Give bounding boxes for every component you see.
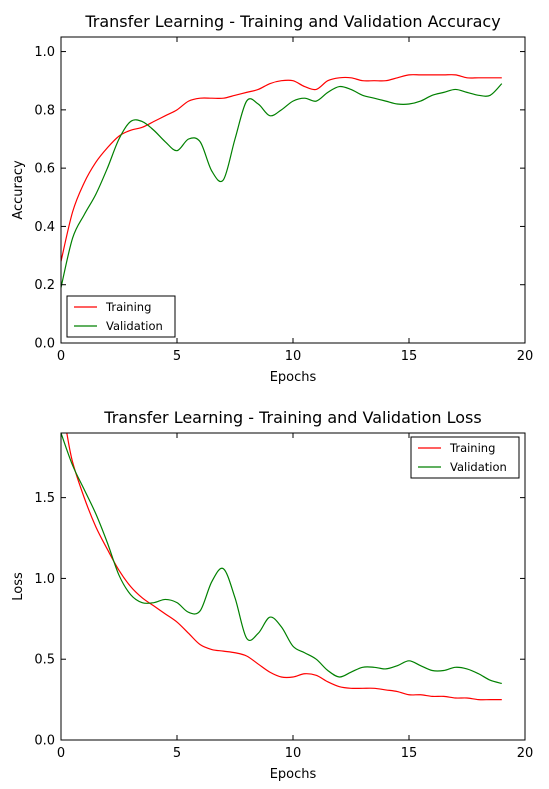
legend-label: Validation — [106, 319, 163, 333]
x-tick-label: 5 — [173, 349, 181, 364]
x-tick-label: 0 — [57, 349, 65, 364]
y-axis-label: Loss — [11, 572, 26, 601]
x-tick-label: 10 — [285, 349, 302, 364]
x-tick-label: 20 — [517, 746, 534, 761]
chart-title: Transfer Learning - Training and Validat… — [84, 12, 500, 31]
legend-label: Validation — [450, 460, 507, 474]
legend: Training Validation — [66, 295, 176, 338]
series-line-validation — [61, 83, 503, 288]
legend-label: Training — [449, 441, 495, 455]
y-tick-label: 1.5 — [34, 491, 55, 506]
y-tick-label: 1.0 — [34, 572, 55, 587]
series-line-training — [61, 74, 502, 262]
legend-label: Training — [105, 300, 151, 314]
series-line-validation — [61, 433, 502, 685]
legend: Training Validation — [410, 436, 520, 479]
accuracy-chart: Transfer Learning - Training and Validat… — [11, 12, 533, 385]
legend-box — [410, 436, 520, 479]
x-tick-label: 20 — [517, 349, 534, 364]
y-tick-label: 0.5 — [34, 653, 55, 668]
y-tick-label: 0.8 — [34, 103, 55, 118]
legend-box — [66, 295, 176, 338]
series-line-training — [66, 433, 502, 701]
x-axis-label: Epochs — [270, 370, 317, 385]
chart-title: Transfer Learning - Training and Validat… — [103, 408, 481, 427]
y-axis-label: Accuracy — [11, 160, 26, 220]
y-tick-label: 0.6 — [34, 162, 55, 177]
x-tick-label: 5 — [173, 746, 181, 761]
y-tick-label: 0.4 — [34, 220, 55, 235]
x-tick-label: 15 — [401, 349, 418, 364]
loss-chart: Transfer Learning - Training and Validat… — [11, 408, 533, 782]
y-tick-label: 0.0 — [34, 734, 55, 749]
x-tick-label: 10 — [285, 746, 302, 761]
x-tick-label: 0 — [57, 746, 65, 761]
y-tick-label: 0.0 — [34, 337, 55, 352]
x-axis-label: Epochs — [270, 767, 317, 782]
x-tick-label: 15 — [401, 746, 418, 761]
y-tick-label: 1.0 — [34, 45, 55, 60]
y-tick-label: 0.2 — [34, 278, 55, 293]
